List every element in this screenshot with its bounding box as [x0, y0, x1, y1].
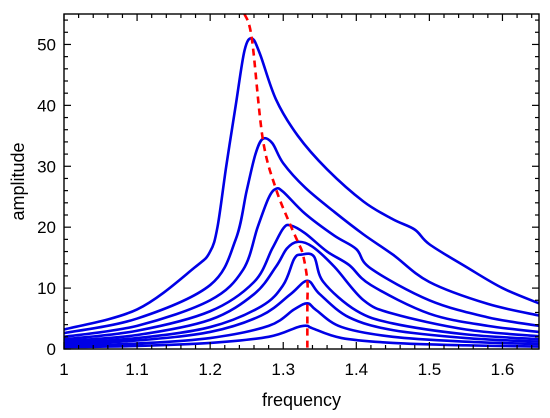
response-curves — [64, 36, 539, 349]
response-curve-9 — [64, 36, 539, 331]
y-tick-label: 40 — [37, 96, 56, 115]
y-tick-label: 0 — [47, 340, 56, 359]
response-curve-5 — [64, 240, 539, 343]
x-tick-label: 1.5 — [418, 360, 442, 379]
response-curve-4 — [64, 252, 539, 345]
y-axis-ticks: 0 10 20 30 40 50 — [37, 19, 539, 359]
x-tick-label: 1.4 — [344, 360, 368, 379]
response-curve-8 — [64, 136, 539, 335]
response-curve-1 — [64, 324, 539, 349]
response-curve-6 — [64, 223, 539, 341]
x-tick-label: 1 — [59, 360, 68, 379]
plot-frame — [63, 13, 540, 350]
response-curve-7 — [64, 186, 539, 339]
y-tick-label: 20 — [37, 218, 56, 237]
backbone-line — [243, 14, 309, 349]
backbone-curve — [243, 14, 309, 349]
x-tick-label: 1.1 — [125, 360, 149, 379]
x-axis-label: frequency — [262, 390, 341, 410]
y-tick-label: 30 — [37, 157, 56, 176]
x-tick-label: 1.2 — [198, 360, 222, 379]
y-tick-label: 10 — [37, 279, 56, 298]
x-tick-label: 1.3 — [271, 360, 295, 379]
response-curve-2 — [64, 302, 539, 348]
y-tick-label: 50 — [37, 35, 56, 54]
y-axis-label: amplitude — [8, 142, 28, 220]
x-tick-label: 1.6 — [491, 360, 515, 379]
x-axis-ticks: 1 1.1 1.2 1.3 1.4 1.5 1.6 — [59, 14, 533, 379]
